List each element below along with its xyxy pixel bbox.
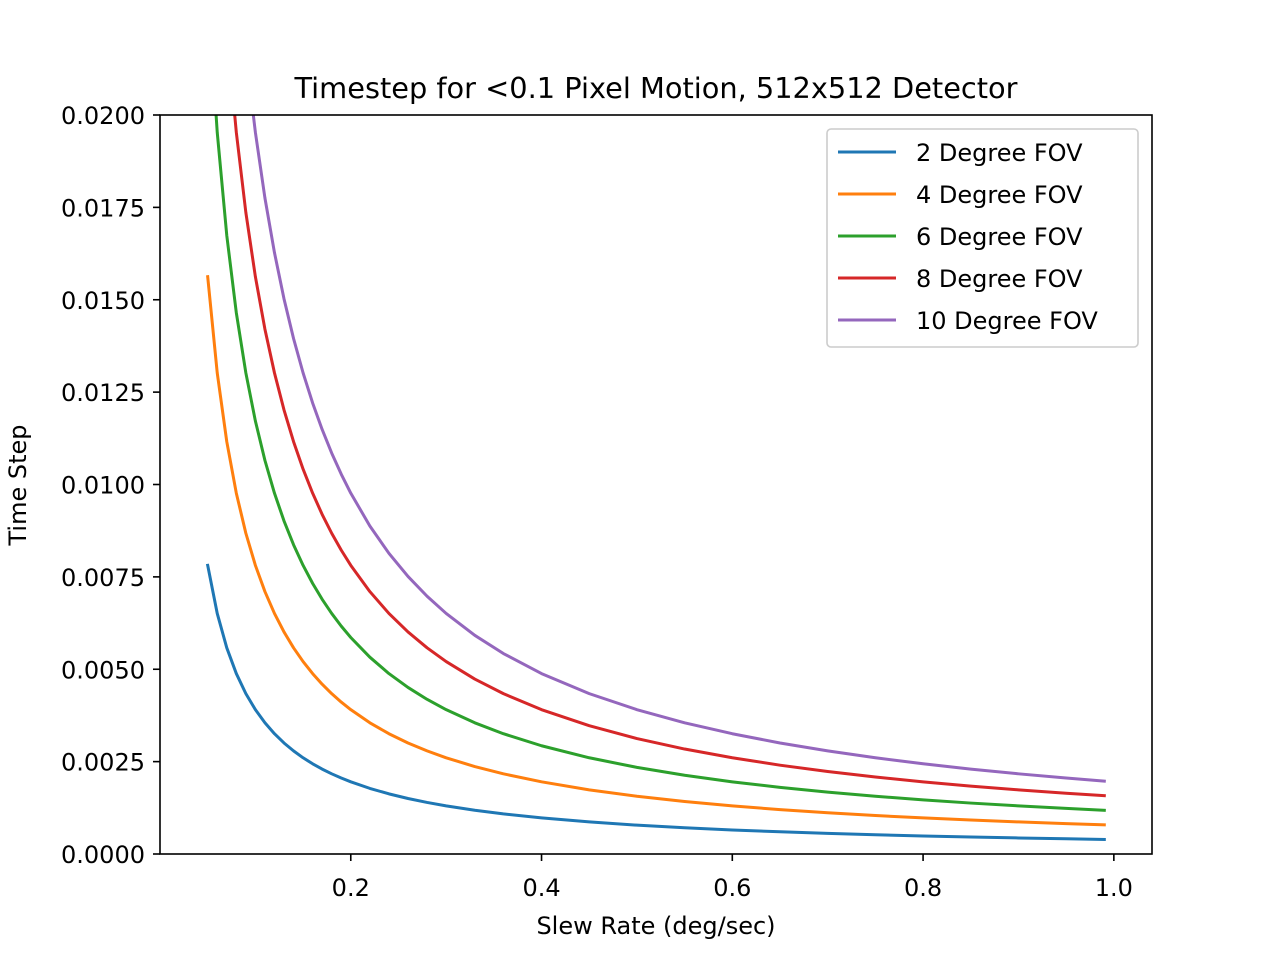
legend-box [826,128,1139,348]
series-layer [205,115,1106,841]
y-axis: 0.0000 0.0025 0.0050 0.0075 0.0100 0.0125 0.01… [61,102,160,869]
series-line-2-degree-fov [205,563,1106,841]
legend-entry-label: 6 Degree FOV [916,223,1083,251]
x-tick-label: 0.6 [713,874,751,902]
x-tick-label: 0.4 [522,874,560,902]
legend-entry-label: 2 Degree FOV [916,139,1083,167]
legend: 2 Degree FOV 4 Degree FOV 6 Degree FOV 8 De… [826,128,1139,348]
y-tick-label: 0.0050 [61,656,145,684]
legend-entry-label: 8 Degree FOV [916,265,1083,293]
y-tick-label: 0.0200 [61,102,145,130]
x-axis: 0.2 0.4 0.6 0.8 1.0 [332,854,1133,902]
y-tick-label: 0.0075 [61,564,145,592]
y-tick-label: 0.0000 [61,841,145,869]
legend-entry-label: 10 Degree FOV [916,307,1098,335]
series-line-10-degree-fov [251,115,1106,783]
series-line-8-degree-fov [233,115,1106,798]
y-tick-label: 0.0100 [61,472,145,500]
series-line-6-degree-fov [214,115,1106,812]
y-tick-label: 0.0025 [61,749,145,777]
x-tick-label: 0.8 [904,874,942,902]
y-tick-label: 0.0175 [61,194,145,222]
y-axis-label: Time Step [4,424,32,546]
x-axis-label: Slew Rate (deg/sec) [536,912,775,940]
x-tick-label: 0.2 [332,874,370,902]
chart-title: Timestep for <0.1 Pixel Motion, 512x512 … [293,71,1017,105]
series-line-4-degree-fov [206,275,1106,827]
y-tick-label: 0.0150 [61,287,145,315]
legend-entry-label: 4 Degree FOV [916,181,1083,209]
x-tick-label: 1.0 [1095,874,1133,902]
y-tick-label: 0.0125 [61,379,145,407]
